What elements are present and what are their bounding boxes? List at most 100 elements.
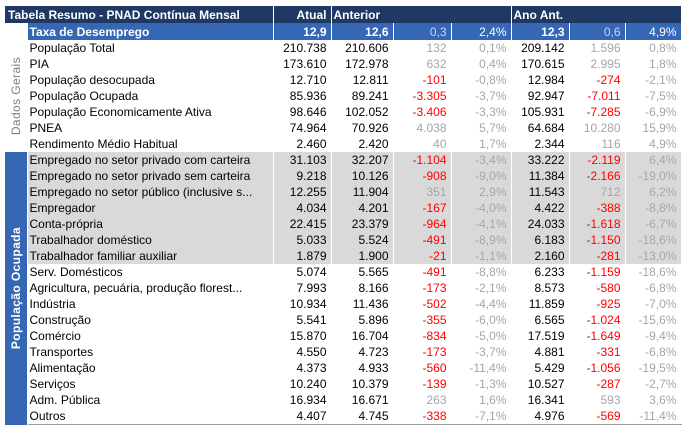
cell-diff-anterior: -3.305 [393, 88, 452, 104]
cell-pct-anterior: -2,1% [451, 280, 512, 296]
cell-atual: 5.033 [273, 232, 332, 248]
cell-atual: 4.373 [273, 360, 332, 376]
cell-atual: 74.964 [273, 120, 332, 136]
cell-diff-anterior: -21 [393, 248, 452, 264]
cell-diff-ano: -274 [569, 72, 626, 88]
cell-anterior: 70.926 [331, 120, 394, 136]
table-row: População Ocupada 85.936 89.241 -3.305 -3,7%… [5, 88, 682, 104]
cell-pct-ano: 4,9% [625, 136, 682, 152]
cell-ano-ant: 4.422 [511, 200, 570, 216]
table-row: Adm. Pública 16.934 16.671 263 1,6% 16.341 593… [5, 392, 682, 408]
cell-ano-ant: 12.984 [511, 72, 570, 88]
cell-anterior: 1.900 [331, 248, 394, 264]
cell-pct-ano: 6,4% [625, 152, 682, 168]
cell-atual: 10.240 [273, 376, 332, 392]
row-label: Empregado no setor público (inclusive s.… [27, 184, 274, 200]
table-row: Indústria 10.934 11.436 -502 -4,4% 11.859 -925… [5, 296, 682, 312]
cell-diff-ano: -580 [569, 280, 626, 296]
cell-atual: 2.460 [273, 136, 332, 152]
cell-anterior: 89.241 [331, 88, 394, 104]
group-label-populacao-ocupada: População Ocupada [8, 227, 23, 350]
row-label: Indústria [27, 296, 274, 312]
table-row: Serviços 10.240 10.379 -139 -1,3% 10.527 -287-… [5, 376, 682, 392]
cell-diff-anterior: -834 [393, 328, 452, 344]
cell-pct-anterior: -8,8% [451, 264, 512, 280]
cell-anterior: 4.201 [331, 200, 394, 216]
cell-pct-anterior: -3,3% [451, 104, 512, 120]
cell-diff-anterior: -1.104 [393, 152, 452, 168]
col-header-ano-ant[interactable]: Ano Ant. [511, 6, 682, 23]
cell-ano-ant: 10.527 [511, 376, 570, 392]
cell-diff-ano: -331 [569, 344, 626, 360]
cell-anterior: 2.420 [331, 136, 394, 152]
cell-diff-ano: 116 [569, 136, 626, 152]
cell-atual: 12.710 [273, 72, 332, 88]
cell-ano-ant: 2.344 [511, 136, 570, 152]
row-label: Trabalhador doméstico [27, 232, 274, 248]
taxa-label: Taxa de Desemprego [27, 23, 274, 40]
cell-ano-ant: 4.976 [511, 408, 570, 425]
cell-atual: 12.255 [273, 184, 332, 200]
row-label: Agricultura, pecuária, produção florest.… [27, 280, 274, 296]
cell-ano-ant: 16.341 [511, 392, 570, 408]
cell-pct-ano: -19,0% [625, 168, 682, 184]
cell-pct-ano: 6,2% [625, 184, 682, 200]
cell-pct-ano: 0,8% [625, 40, 682, 56]
cell-pct-ano: -18,6% [625, 264, 682, 280]
taxa-ano-ant: 12,3 [511, 23, 570, 40]
col-header-anterior[interactable]: Anterior [331, 6, 512, 23]
cell-ano-ant: 170.615 [511, 56, 570, 72]
table-row: Alimentação 4.373 4.933 -560 -11,4% 5.429 -1.0… [5, 360, 682, 376]
col-header-atual[interactable]: Atual [273, 6, 332, 23]
table-row: População desocupada 12.710 12.811 -101 -0,8… [5, 72, 682, 88]
cell-ano-ant: 6.183 [511, 232, 570, 248]
table-row: População Economicamente Ativa 98.646 102.… [5, 104, 682, 120]
cell-anterior: 11.436 [331, 296, 394, 312]
cell-pct-ano: 3,6% [625, 392, 682, 408]
cell-anterior: 10.379 [331, 376, 394, 392]
cell-pct-ano: -7,0% [625, 296, 682, 312]
taxa-row: Taxa de Desemprego 12,9 12,6 0,3 2,4% 12… [5, 23, 682, 40]
table-row: PNEA 74.964 70.926 4.038 5,7% 64.684 10.280 15,… [5, 120, 682, 136]
row-label: Conta-própria [27, 216, 274, 232]
cell-ano-ant: 8.573 [511, 280, 570, 296]
cell-atual: 5.541 [273, 312, 332, 328]
cell-anterior: 4.723 [331, 344, 394, 360]
cell-atual: 173.610 [273, 56, 332, 72]
cell-diff-anterior: -101 [393, 72, 452, 88]
cell-pct-anterior: -4,4% [451, 296, 512, 312]
cell-pct-ano: -2,7% [625, 376, 682, 392]
table-row: Rendimento Médio Habitual 2.460 2.420 40 1,7… [5, 136, 682, 152]
cell-atual: 85.936 [273, 88, 332, 104]
cell-ano-ant: 11.543 [511, 184, 570, 200]
group-populacao-ocupada: População Ocupada [5, 152, 28, 425]
cell-pct-ano: -15,6% [625, 312, 682, 328]
table-row: População Ocupada Empregado no setor priv… [5, 152, 682, 425]
cell-pct-anterior: -3,7% [451, 88, 512, 104]
cell-diff-anterior: -491 [393, 264, 452, 280]
cell-atual: 16.934 [273, 392, 332, 408]
cell-ano-ant: 209.142 [511, 40, 570, 56]
cell-ano-ant: 64.684 [511, 120, 570, 136]
cell-diff-anterior: 132 [393, 40, 452, 56]
cell-diff-anterior: -338 [393, 408, 452, 425]
row-label: Outros [27, 408, 274, 425]
cell-anterior: 5.524 [331, 232, 394, 248]
taxa-diff-ano: 0,6 [569, 23, 626, 40]
cell-anterior: 12.811 [331, 72, 394, 88]
row-label: Rendimento Médio Habitual [27, 136, 274, 152]
cell-anterior: 8.166 [331, 280, 394, 296]
row-label: Transportes [27, 344, 274, 360]
cell-pct-anterior: -6,0% [451, 312, 512, 328]
cell-pct-anterior: -8,9% [451, 232, 512, 248]
cell-ano-ant: 24.033 [511, 216, 570, 232]
cell-ano-ant: 105.931 [511, 104, 570, 120]
cell-diff-ano: -1.056 [569, 360, 626, 376]
cell-pct-anterior: -4,0% [451, 200, 512, 216]
cell-diff-ano: -287 [569, 376, 626, 392]
cell-atual: 1.879 [273, 248, 332, 264]
cell-ano-ant: 33.222 [511, 152, 570, 168]
summary-table: Tabela Resumo - PNAD Contínua Mensal Atu… [5, 6, 682, 425]
row-label: Comércio [27, 328, 274, 344]
table-row: Agricultura, pecuária, produção florest.… [5, 280, 682, 296]
